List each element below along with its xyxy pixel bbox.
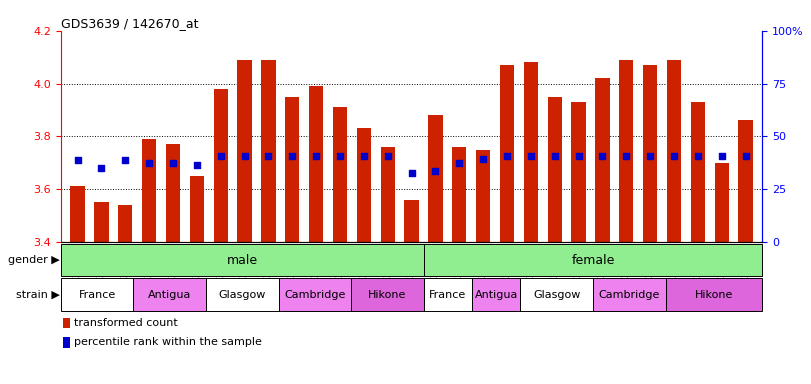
Point	[71, 157, 84, 163]
Bar	[500, 65, 514, 242]
Point	[118, 157, 131, 163]
Bar	[476, 149, 491, 242]
Point	[262, 153, 275, 159]
Text: Hikone: Hikone	[695, 290, 733, 300]
Text: France: France	[79, 290, 116, 300]
Text: strain ▶: strain ▶	[15, 290, 60, 300]
Point	[285, 153, 298, 159]
Bar	[521, 278, 593, 311]
Bar	[666, 278, 762, 311]
Point	[453, 160, 466, 166]
Bar	[309, 86, 324, 242]
Bar	[357, 128, 371, 242]
Bar	[423, 278, 472, 311]
Bar	[213, 89, 228, 242]
Point	[191, 162, 204, 169]
Point	[143, 160, 156, 166]
Bar	[278, 278, 351, 311]
Bar	[62, 337, 71, 348]
Bar	[351, 278, 423, 311]
Bar	[595, 78, 610, 242]
Text: transformed count: transformed count	[74, 318, 178, 328]
Text: Cambridge: Cambridge	[599, 290, 660, 300]
Bar	[380, 147, 395, 242]
Bar	[643, 65, 658, 242]
Point	[166, 160, 179, 166]
Point	[477, 156, 490, 162]
Bar	[572, 102, 586, 242]
Bar	[472, 278, 521, 311]
Text: Antigua: Antigua	[148, 290, 191, 300]
Bar	[238, 60, 251, 242]
Text: Antigua: Antigua	[474, 290, 518, 300]
Point	[358, 153, 371, 159]
Text: France: France	[429, 290, 466, 300]
Bar	[206, 278, 278, 311]
Point	[692, 153, 705, 159]
Text: female: female	[571, 254, 615, 266]
Point	[333, 153, 346, 159]
Text: GDS3639 / 142670_at: GDS3639 / 142670_at	[61, 17, 199, 30]
Point	[596, 153, 609, 159]
Point	[715, 153, 728, 159]
Text: Glasgow: Glasgow	[218, 290, 266, 300]
Bar	[739, 121, 753, 242]
Point	[667, 153, 680, 159]
Text: Hikone: Hikone	[368, 290, 406, 300]
Point	[644, 153, 657, 159]
Bar	[165, 144, 180, 242]
Bar	[667, 60, 681, 242]
Text: percentile rank within the sample: percentile rank within the sample	[74, 337, 262, 347]
Point	[525, 153, 538, 159]
Point	[214, 153, 227, 159]
Point	[429, 167, 442, 174]
Bar	[142, 139, 157, 242]
Bar	[62, 318, 71, 328]
Text: Cambridge: Cambridge	[284, 290, 345, 300]
Bar	[133, 278, 206, 311]
Point	[500, 153, 513, 159]
Bar	[118, 205, 132, 242]
Point	[310, 153, 323, 159]
Bar	[333, 107, 347, 242]
Bar	[61, 278, 133, 311]
Bar	[691, 102, 705, 242]
Bar	[190, 176, 204, 242]
Point	[405, 170, 418, 176]
Bar	[61, 244, 423, 276]
Bar	[714, 163, 729, 242]
Text: Glasgow: Glasgow	[533, 290, 581, 300]
Bar	[593, 278, 666, 311]
Point	[620, 153, 633, 159]
Text: male: male	[227, 254, 258, 266]
Bar	[285, 97, 299, 242]
Bar	[619, 60, 633, 242]
Bar	[405, 200, 418, 242]
Point	[572, 153, 585, 159]
Point	[381, 153, 394, 159]
Bar	[423, 244, 762, 276]
Bar	[547, 97, 562, 242]
Bar	[453, 147, 466, 242]
Bar	[94, 202, 109, 242]
Bar	[261, 60, 276, 242]
Bar	[71, 187, 84, 242]
Point	[238, 153, 251, 159]
Bar	[524, 62, 538, 242]
Bar	[428, 115, 443, 242]
Point	[548, 153, 561, 159]
Point	[95, 165, 108, 171]
Text: gender ▶: gender ▶	[8, 255, 60, 265]
Point	[739, 153, 752, 159]
